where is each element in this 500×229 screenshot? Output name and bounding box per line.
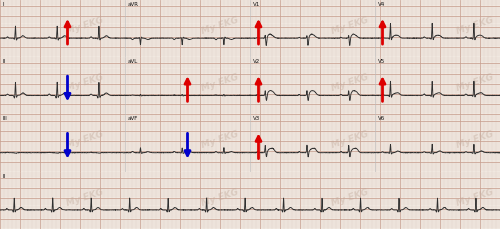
Text: V4: V4 xyxy=(378,2,385,7)
Text: III: III xyxy=(2,116,7,121)
Text: V1: V1 xyxy=(252,2,260,7)
Text: My EKG: My EKG xyxy=(66,16,104,36)
Text: My EKG: My EKG xyxy=(66,73,104,93)
Text: aVL: aVL xyxy=(128,59,138,64)
Text: aVR: aVR xyxy=(128,2,138,7)
Text: V3: V3 xyxy=(252,116,260,121)
Text: II: II xyxy=(2,59,6,64)
Text: My EKG: My EKG xyxy=(330,73,370,93)
Text: My EKG: My EKG xyxy=(456,16,494,36)
Text: My EKG: My EKG xyxy=(330,130,370,150)
Text: My EKG: My EKG xyxy=(456,130,494,150)
Text: My EKG: My EKG xyxy=(66,187,104,208)
Text: My EKG: My EKG xyxy=(200,16,239,36)
Text: My EKG: My EKG xyxy=(66,130,104,150)
Text: I: I xyxy=(2,2,4,7)
Text: V5: V5 xyxy=(378,59,385,64)
Text: My EKG: My EKG xyxy=(200,130,239,150)
Text: My EKG: My EKG xyxy=(456,73,494,93)
Text: V2: V2 xyxy=(252,59,260,64)
Text: V6: V6 xyxy=(378,116,385,121)
Text: My EKG: My EKG xyxy=(200,187,239,208)
Text: My EKG: My EKG xyxy=(330,16,370,36)
Text: aVF: aVF xyxy=(128,116,138,121)
Text: My EKG: My EKG xyxy=(330,187,370,208)
Text: II: II xyxy=(2,174,6,179)
Text: My EKG: My EKG xyxy=(200,73,239,93)
Text: My EKG: My EKG xyxy=(456,187,494,208)
